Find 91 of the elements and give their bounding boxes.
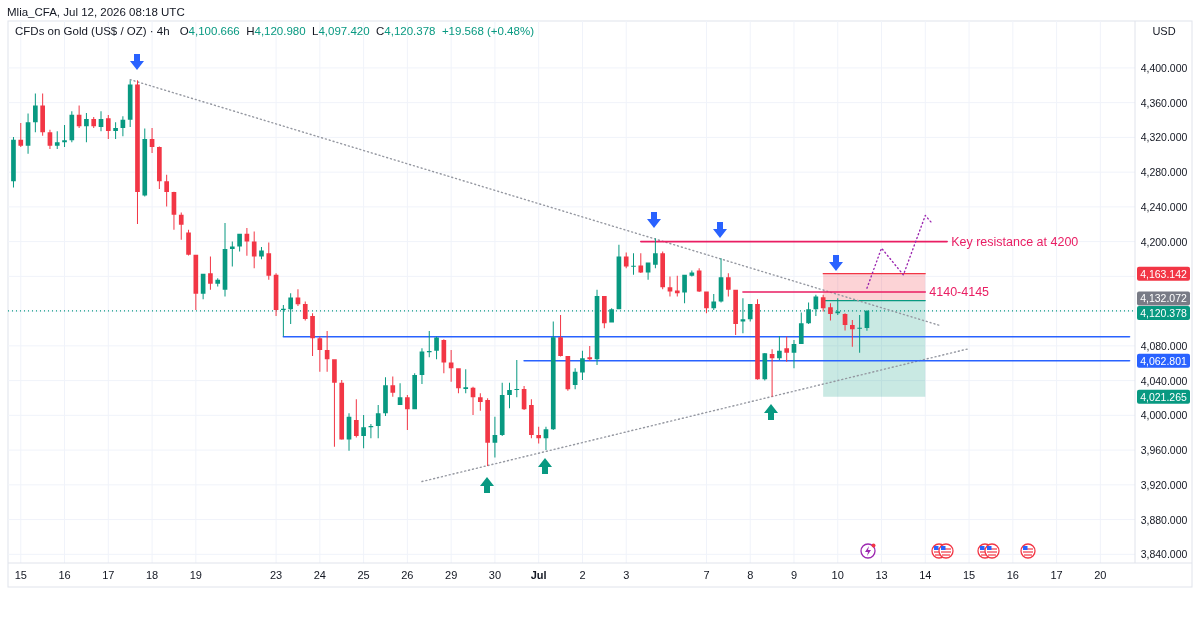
x-tick-label: 16: [58, 569, 71, 581]
candlestick: [251, 231, 257, 269]
series-label: Key resistance at 4200: [951, 234, 1079, 249]
candlestick: [426, 330, 432, 358]
candlestick: [84, 112, 89, 143]
candlestick: [390, 376, 396, 397]
candlestick: [477, 393, 483, 411]
x-tick-label: Jul: [530, 569, 547, 581]
candlestick: [653, 238, 658, 269]
candlestick: [186, 229, 191, 256]
candlestick: [375, 405, 381, 439]
y-tick-label: 4,132.072: [1140, 292, 1188, 305]
x-tick-label: 10: [831, 569, 844, 581]
y-tick-label: 4,080.000: [1140, 339, 1188, 352]
x-tick-label: 15: [14, 569, 27, 581]
y-tick-label: 4,360.000: [1140, 96, 1188, 109]
candlestick: [105, 114, 111, 139]
y-tick-label: 3,880.000: [1140, 513, 1188, 526]
y-tick-label: 4,040.000: [1140, 374, 1188, 387]
candlestick: [208, 256, 213, 290]
line-series: [866, 214, 934, 289]
x-tick-label: 23: [269, 569, 283, 581]
x-tick-label: 15: [962, 569, 976, 581]
candlestick: [784, 336, 790, 362]
candlestick: [631, 253, 636, 275]
x-tick-label: 29: [445, 569, 458, 581]
x-tick-label: 9: [790, 569, 798, 581]
text: O4,100.666 H4,120.980 L4,097.420 C4,120.378 +19.568 (+0.48%): [179, 25, 534, 37]
x-tick-label: 19: [189, 569, 202, 581]
x-tick-label: 24: [313, 569, 326, 581]
x-tick-label: 17: [1050, 569, 1063, 581]
y-tick-label: 3,840.000: [1140, 548, 1188, 561]
x-tick-label: 18: [145, 569, 159, 581]
candlestick: [682, 274, 687, 304]
candlestick: [332, 359, 337, 447]
candlestick: [638, 253, 644, 273]
y-tick-label: 4,280.000: [1140, 166, 1188, 179]
y-tick-label: 3,960.000: [1140, 444, 1188, 457]
candlestick: [405, 395, 410, 431]
y-tick-label: 4,163.142: [1140, 267, 1188, 280]
candlestick: [259, 247, 264, 260]
candlestick: [18, 122, 24, 148]
x-tick-label: 16: [1006, 569, 1019, 581]
candlestick: [485, 398, 490, 467]
candlestick: [514, 359, 520, 398]
y-tick-label: 4,062.801: [1140, 354, 1188, 367]
candlestick: [623, 252, 629, 269]
ref-line-label: 4,120.378: [1140, 306, 1188, 319]
x-tick-label: 17: [102, 569, 115, 581]
text: Mlia_CFA, Jul 12, 2026 08:18 UTC: [7, 6, 185, 18]
x-tick-label: 2: [579, 569, 586, 581]
x-tick-label: 14: [919, 569, 932, 581]
y-tick-label: 4,320.000: [1140, 131, 1188, 144]
candlestick: [178, 212, 184, 240]
y-tick-label: 4,000.000: [1140, 409, 1188, 422]
candlestick: [229, 241, 235, 267]
candlestick: [54, 131, 60, 150]
x-tick-label: 20: [1094, 569, 1107, 581]
candlestick: [798, 312, 804, 345]
candlestick: [113, 122, 118, 139]
candlestick: [828, 303, 833, 321]
candlestick: [353, 399, 359, 438]
y-tick-label: 3,920.000: [1140, 478, 1188, 491]
candlestick: [164, 174, 169, 207]
candlestick: [857, 314, 862, 353]
y-tick-label: 4,400.000: [1140, 61, 1188, 74]
candlestick: [215, 278, 221, 287]
x-tick-label: 7: [703, 569, 710, 581]
y-tick-label: 4,200.000: [1140, 235, 1188, 248]
y-axis-title: USD: [1152, 25, 1176, 37]
y-tick-label: 4,240.000: [1140, 200, 1188, 213]
chart-title: CFDs on Gold (US$ / OZ) · 4h: [15, 25, 170, 37]
candlestick: [850, 319, 855, 347]
x-tick-label: 30: [488, 569, 502, 581]
candlestick: [558, 314, 563, 357]
line-series: [421, 347, 970, 483]
candlestick: [266, 242, 272, 280]
x-tick-label: 26: [401, 569, 414, 581]
candlestick: [463, 369, 469, 394]
x-tick-label: 8: [747, 569, 754, 581]
candlestick: [726, 273, 731, 297]
x-tick-label: 13: [875, 569, 888, 581]
candlestick: [580, 350, 585, 380]
candlestick: [507, 382, 512, 409]
candlestick: [361, 414, 366, 449]
series-label: 4140-4145: [929, 285, 990, 299]
y-tick-label: 4,021.265: [1140, 390, 1188, 403]
x-tick-label: 3: [623, 569, 630, 581]
candlestick: [587, 345, 593, 361]
candlestick: [62, 124, 67, 148]
x-tick-label: 25: [357, 569, 370, 581]
